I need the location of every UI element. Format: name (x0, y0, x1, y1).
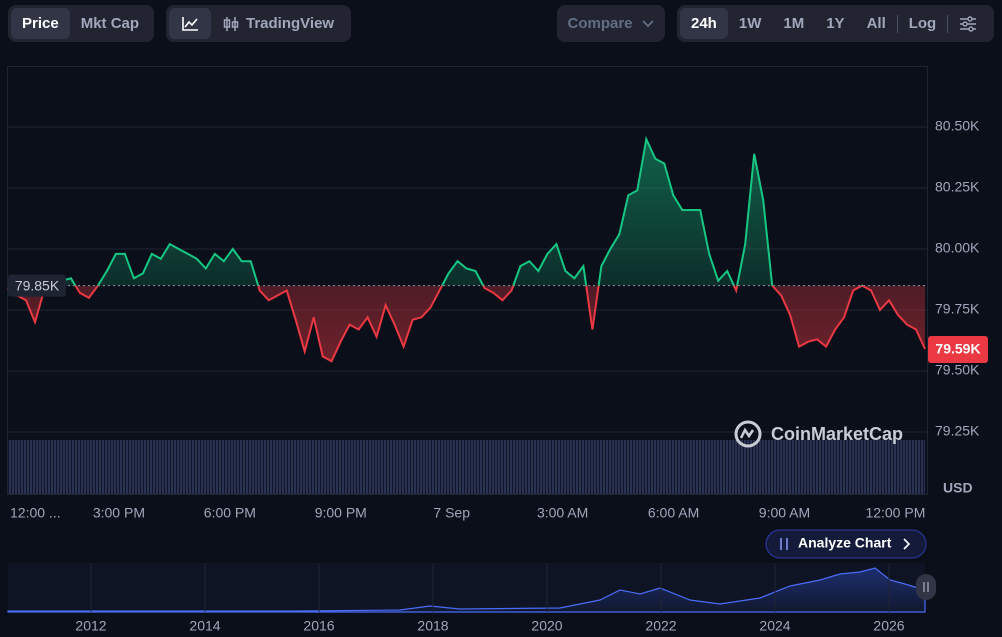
watermark-text: CoinMarketCap (771, 424, 903, 444)
navigator-tick-label: 2012 (75, 618, 106, 634)
x-tick-label: 9:00 PM (315, 505, 367, 521)
range-button[interactable]: 1M (783, 15, 805, 32)
x-tick-label: 6:00 AM (648, 505, 699, 521)
currency-label: USD (943, 480, 973, 496)
handle-grip (923, 582, 929, 592)
divider (896, 14, 898, 33)
mkt-cap-button[interactable]: Mkt Cap (80, 15, 140, 32)
navigator-tick-label: 2018 (417, 618, 448, 634)
navigator-tick-label: 2020 (531, 618, 562, 634)
compare-dropdown[interactable]: Compare (557, 5, 665, 42)
x-tick-label: 6:00 PM (204, 505, 256, 521)
plot-layer: 79.25K 79.50K 79.75K 80.00K 80.25K 80.50K USD 1… (7, 118, 988, 521)
y-tick-label: 80.50K (935, 118, 980, 134)
range-toggle: 24h 1W 1M 1Y All Log (677, 5, 994, 42)
chevron-icon (641, 19, 654, 27)
x-tick-label: 7 Sep (433, 505, 470, 521)
range-button[interactable]: 1W (738, 15, 762, 32)
price-line-down (7, 285, 926, 363)
x-tick-label: 12:00 ... (10, 505, 61, 521)
candle-icon (223, 16, 239, 31)
x-tick-label: 3:00 AM (537, 505, 588, 521)
x-tick-label: 3:00 PM (93, 505, 145, 521)
view-toggle: Price Mkt Cap (8, 5, 154, 42)
price-button[interactable]: Price (11, 8, 70, 39)
x-tick-label: 9:00 AM (759, 505, 810, 521)
settings-button[interactable] (948, 8, 988, 39)
analyze-icon (780, 538, 788, 550)
baseline-box (8, 274, 66, 297)
last-price-label: 79.59K (935, 341, 980, 357)
range-button[interactable]: 1Y (826, 15, 845, 32)
range-button[interactable]: 24h (680, 8, 728, 39)
analyze-chevron (903, 538, 911, 550)
x-tick-label: 12:00 PM (865, 505, 925, 521)
y-tick-label: 80.00K (935, 240, 980, 256)
navigator-tick-label: 2026 (873, 618, 904, 634)
navigator-tick-label: 2016 (303, 618, 334, 634)
tradingview-label: TradingView (246, 15, 335, 32)
line-icon (182, 16, 198, 31)
tradingview-button[interactable]: TradingView (211, 8, 345, 39)
range-button[interactable]: All (866, 15, 886, 32)
baseline-label: 79.85K (15, 277, 60, 293)
settings-icon (960, 15, 977, 32)
price-line-up (50, 135, 865, 286)
line-mode-button[interactable] (169, 8, 211, 39)
plot-frame (7, 66, 928, 495)
y-tick-label: 79.50K (935, 362, 980, 378)
volume-bars (8, 440, 925, 494)
y-tick-label: 79.75K (935, 301, 980, 317)
navigator-handle[interactable] (916, 574, 936, 600)
navigator-line (7, 567, 926, 613)
area-down (8, 285, 925, 362)
y-tick-label: 79.25K (935, 423, 980, 439)
navigator-tick-label: 2022 (645, 618, 676, 634)
y-tick-label: 80.25K (935, 179, 980, 195)
mode-toggle: TradingView (166, 5, 351, 42)
navigator (8, 563, 925, 612)
analyze-button[interactable] (765, 529, 927, 559)
navigator-tick-label: 2014 (189, 618, 220, 634)
last-price-box (928, 336, 988, 364)
navigator-tick-label: 2024 (759, 618, 790, 634)
watermark: CoinMarketCap (734, 420, 903, 448)
area-up (8, 139, 925, 286)
divider (947, 14, 949, 33)
compare-label: Compare (567, 15, 633, 32)
analyze-label: Analyze Chart (798, 535, 892, 551)
log-button[interactable]: Log (908, 15, 937, 32)
